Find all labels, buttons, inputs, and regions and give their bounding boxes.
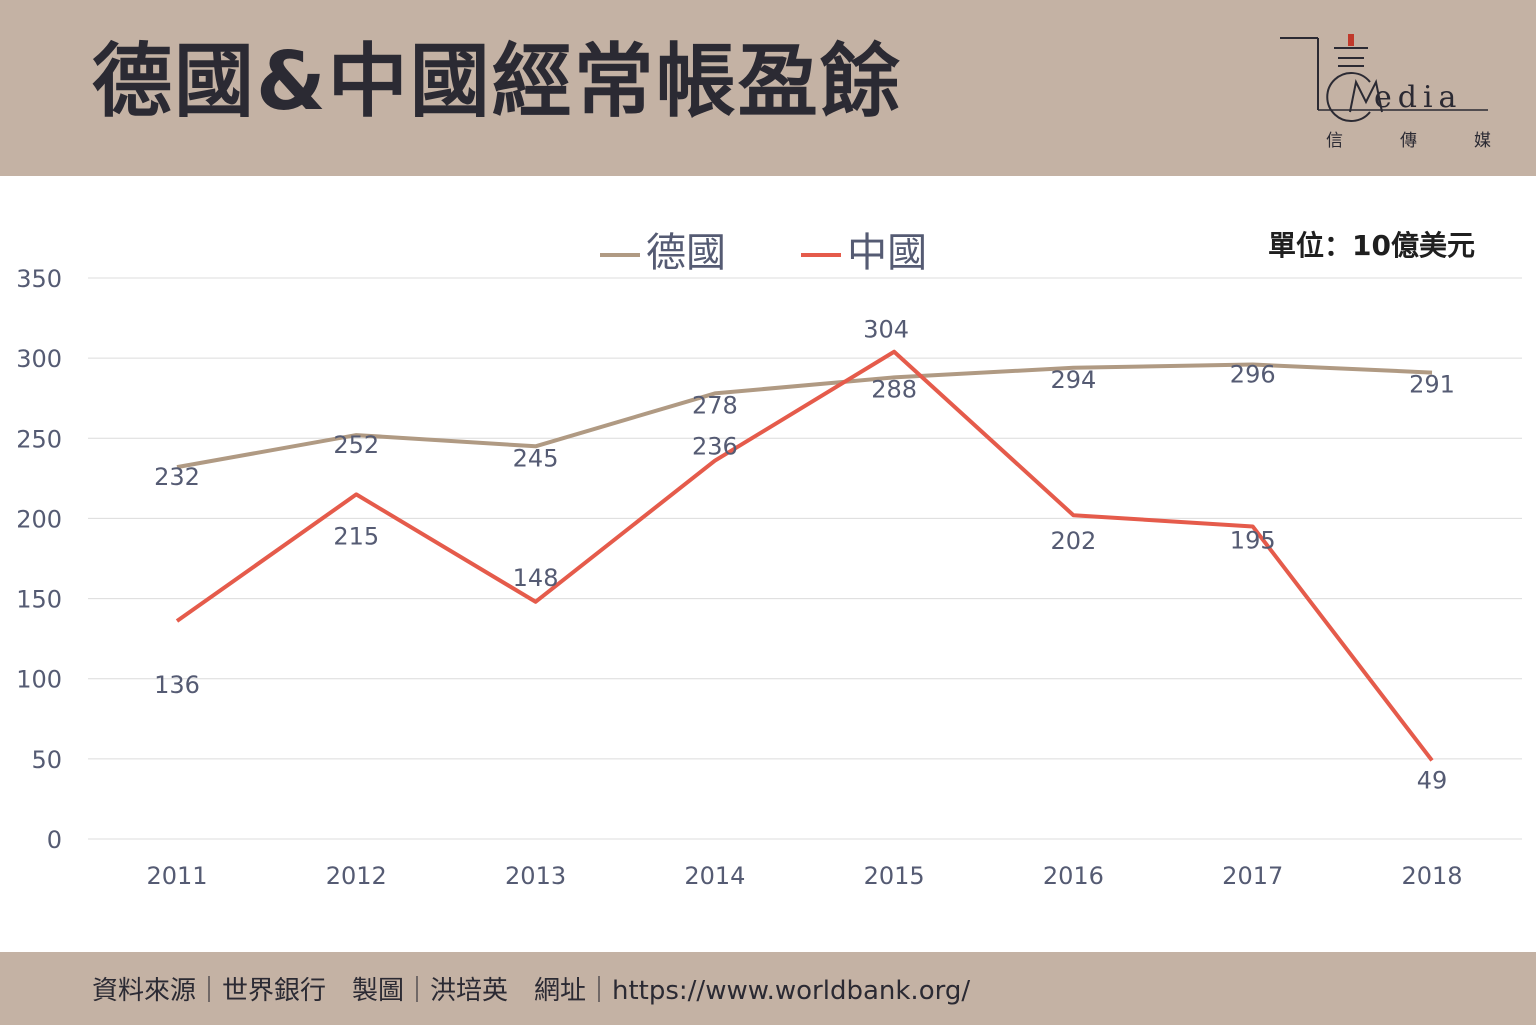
legend-item-china: 中國 <box>801 220 927 278</box>
data-label-china: 202 <box>1051 527 1097 555</box>
data-label-china: 236 <box>692 433 738 461</box>
page-title: 德國&中國經常帳盈餘 <box>92 35 902 128</box>
x-tick-label: 2018 <box>1401 862 1462 890</box>
x-tick-label: 2017 <box>1222 862 1283 890</box>
data-label-germany: 232 <box>154 463 200 491</box>
logo-mark-icon <box>1280 34 1488 122</box>
logo-wordmark: edia <box>1374 80 1463 115</box>
line-chart: 0 50 100 150 200 250 300 350 2011 2012 2013 2014 201… <box>16 265 1522 890</box>
legend-label-germany: 德國 <box>646 230 726 276</box>
logo-sub-char: 媒 <box>1474 131 1491 151</box>
y-tick-label: 350 <box>16 265 62 293</box>
x-tick-label: 2016 <box>1043 862 1104 890</box>
data-label-germany: 291 <box>1409 371 1455 399</box>
y-tick-label: 100 <box>16 666 62 694</box>
source-credit: 資料來源｜世界銀行 製圖｜洪培英 網址｜https://www.worldban… <box>92 976 971 1006</box>
data-label-china: 215 <box>333 522 379 550</box>
y-tick-label: 200 <box>16 505 62 533</box>
unit-label: 單位：10億美元 <box>1268 229 1475 262</box>
data-label-china: 49 <box>1417 766 1448 794</box>
data-label-germany: 296 <box>1230 361 1276 389</box>
y-tick-label: 250 <box>16 425 62 453</box>
chart-area: 德國 中國 單位：10億美元 0 50 100 150 200 250 300 350 2011… <box>0 176 1536 952</box>
x-tick-label: 2012 <box>326 862 387 890</box>
logo: edia 信 傳 媒 <box>1272 30 1502 155</box>
series-line-germany <box>176 362 1433 470</box>
data-label-china: 304 <box>863 316 909 344</box>
chart-legend: 德國 中國 <box>600 220 997 276</box>
data-label-germany: 245 <box>513 444 559 472</box>
data-label-germany: 252 <box>333 431 379 459</box>
y-tick-label: 50 <box>31 746 62 774</box>
data-label-germany: 288 <box>871 375 917 403</box>
y-tick-label: 0 <box>47 826 62 854</box>
logo-sub-char: 信 <box>1326 131 1343 151</box>
header-band: 德國&中國經常帳盈餘 edia 信 傳 媒 <box>0 0 1536 176</box>
legend-swatch-germany <box>600 253 640 257</box>
y-tick-label: 150 <box>16 586 62 614</box>
data-label-china: 195 <box>1230 526 1276 554</box>
legend-swatch-china <box>801 253 842 257</box>
data-label-china: 148 <box>513 564 559 592</box>
y-tick-label: 300 <box>16 345 62 373</box>
legend-label-china: 中國 <box>847 230 928 276</box>
series-line-china <box>175 349 1434 762</box>
x-tick-label: 2011 <box>146 862 207 890</box>
footer-band: 資料來源｜世界銀行 製圖｜洪培英 網址｜https://www.worldban… <box>0 952 1536 1025</box>
x-tick-label: 2014 <box>684 862 745 890</box>
data-label-china: 136 <box>154 671 200 699</box>
x-tick-label: 2015 <box>864 862 925 890</box>
data-label-germany: 294 <box>1051 366 1097 394</box>
x-tick-label: 2013 <box>505 862 566 890</box>
logo-sub-char: 傳 <box>1400 131 1417 151</box>
legend-item-germany: 德國 <box>600 220 726 278</box>
data-label-germany: 278 <box>692 391 738 419</box>
